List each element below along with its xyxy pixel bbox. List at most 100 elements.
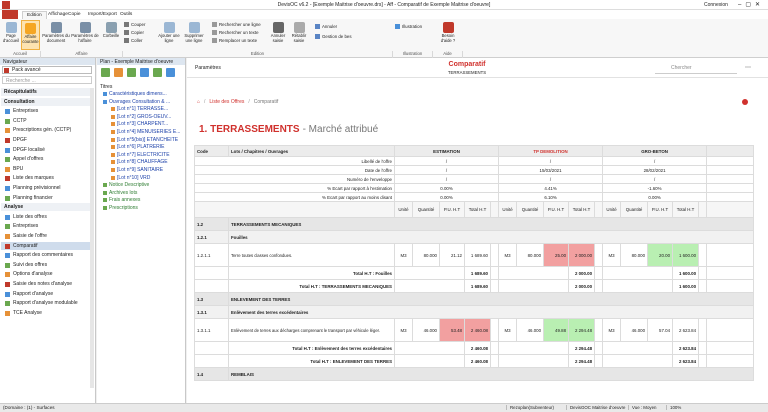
nav-section[interactable]: Récapitulatifs xyxy=(1,88,94,96)
nav-item[interactable]: Planning prévisionnel xyxy=(1,184,94,193)
tree-item[interactable]: [Lot n°5(bis)] ETANCHEITE xyxy=(111,137,178,143)
ribbon-tab[interactable]: Copie xyxy=(68,12,81,17)
nav-item[interactable]: BPU xyxy=(1,165,94,174)
window-controls[interactable]: –▢✕ xyxy=(738,2,765,8)
settings-button[interactable]: Paramètres xyxy=(195,65,221,71)
icon xyxy=(103,92,107,96)
cell: 1 600.00 xyxy=(672,266,700,280)
ribbon-button[interactable]: Coller xyxy=(124,37,142,44)
nav-item[interactable]: Rapport des commentaires xyxy=(1,251,94,260)
nav-item[interactable]: Rapport d'analyse xyxy=(1,290,94,299)
button-label: Coller xyxy=(131,38,143,43)
ribbon-tab[interactable]: Affichage xyxy=(48,12,68,17)
nav-item[interactable]: DPGF localisé xyxy=(1,146,94,155)
nav-item[interactable]: Options d'analyse xyxy=(1,270,94,279)
toolbar-icon[interactable] xyxy=(166,68,175,77)
tree-item[interactable]: [Lot n°4] MENUISERIES E... xyxy=(111,129,180,135)
ribbon-button[interactable]: Rétablir saisie xyxy=(289,20,309,50)
toolbar-icon[interactable] xyxy=(140,68,149,77)
nav-section[interactable]: Consultation xyxy=(1,97,94,106)
ribbon-button[interactable]: Corbeille xyxy=(101,20,121,50)
icon xyxy=(5,128,10,134)
icon xyxy=(395,24,400,29)
login[interactable]: Connexion xyxy=(704,2,728,8)
tree-item[interactable]: Archives lots xyxy=(103,190,137,196)
ribbon-button[interactable]: Couper xyxy=(124,21,145,28)
tree-item[interactable]: [Lot n°1] TERRASSE... xyxy=(111,106,168,112)
home-icon[interactable]: ⌂ xyxy=(197,99,201,105)
ribbon-tab[interactable]: Import/Export xyxy=(88,12,117,17)
nav-item[interactable]: CCTP xyxy=(1,117,94,126)
nav-item[interactable]: Appel d'offres xyxy=(1,155,94,164)
tree-item[interactable]: Ouvrages Consultation & ... xyxy=(103,99,170,105)
nav-item[interactable]: Entreprises xyxy=(1,107,94,116)
ribbon-button[interactable]: Annuler xyxy=(315,23,337,30)
toolbar-icon[interactable] xyxy=(127,68,136,77)
cell: P.U. H.T xyxy=(647,201,674,218)
ribbon-button[interactable]: Page d'accueil xyxy=(2,20,20,50)
ribbon-button[interactable]: Illustration xyxy=(395,23,422,30)
nav-item-label: Saisie de l'offre xyxy=(13,233,47,239)
cell: % Ecart par rapport à l'estimation xyxy=(194,183,395,193)
tree-item[interactable]: [Lot n°2] GROS-OEUV... xyxy=(111,114,171,120)
search-field[interactable]: Chercher xyxy=(655,62,737,74)
ribbon-button[interactable]: Annuler saisie xyxy=(268,20,288,50)
total-row: Total H.T : ENLEVEMENT DES TERRES 2 460.0… xyxy=(194,354,755,368)
nav-item[interactable]: Suivi des offres xyxy=(1,261,94,270)
nav-item[interactable]: Saisie de l'offre xyxy=(1,232,94,241)
search-box[interactable]: Recherche ... xyxy=(2,76,92,84)
ribbon-button[interactable]: Paramètres du document xyxy=(42,20,70,50)
nav-item[interactable]: Entreprises xyxy=(1,222,94,231)
ribbon-button[interactable]: Paramètres de l'affaire xyxy=(71,20,99,50)
tree-label: Notice Descriptive xyxy=(109,182,150,189)
tree-root[interactable]: Titres xyxy=(100,84,113,90)
nav-item-label: Rapport d'analyse modulable xyxy=(13,300,78,307)
ribbon-button[interactable]: Besoin d'aide ? xyxy=(436,20,460,50)
ribbon-tab[interactable]: Outils xyxy=(120,12,133,17)
cell: 0.00% xyxy=(393,192,500,202)
nav-item[interactable]: Rapport d'analyse modulable xyxy=(1,299,94,308)
nav-item-label: Saisie des notes d'analyse xyxy=(13,281,73,287)
total-row: Total H.T : TERRASSEMENTS MECANIQUES 1 68… xyxy=(194,279,755,293)
tree-item[interactable]: [Lot n°10] VRD xyxy=(111,175,150,181)
ribbon-button[interactable]: Affaire courante xyxy=(21,20,40,50)
nav-section[interactable]: Analyse xyxy=(1,203,94,212)
tree-item[interactable]: [Lot n°9] SANITAIRE xyxy=(111,167,163,173)
tree-item[interactable]: [Lot n°7] ELECTRICITE xyxy=(111,152,170,158)
tree-item[interactable]: Notice Descriptive xyxy=(103,182,149,188)
nav-item[interactable]: Prescriptions gén. (CCTP) xyxy=(1,126,94,135)
nav-item[interactable]: Liste des offres xyxy=(1,213,94,222)
nav-item[interactable]: Saisie des notes d'analyse xyxy=(1,280,94,289)
cell xyxy=(194,201,395,218)
tree-item[interactable]: [Lot n°8] CHAUFFAGE xyxy=(111,159,168,165)
ribbon-button[interactable]: Rechercher un texte xyxy=(212,29,259,36)
ribbon-button[interactable]: Copier xyxy=(124,29,144,36)
ribbon-button[interactable]: Supprimer une ligne xyxy=(181,20,207,50)
ribbon-button[interactable]: Rechercher une ligne xyxy=(212,21,261,28)
toolbar-icon[interactable] xyxy=(101,68,110,77)
nav-item[interactable]: Planning financier xyxy=(1,194,94,203)
cell: 4.41% xyxy=(498,183,604,193)
tree-item[interactable]: Caractéristiques dimens... xyxy=(103,91,167,97)
cell xyxy=(706,156,755,166)
nav-item[interactable]: DPGF xyxy=(1,136,94,145)
file-tab[interactable] xyxy=(2,10,18,19)
nav-item[interactable]: Comparatif xyxy=(1,241,94,251)
nav-item[interactable]: Liste des marques xyxy=(1,174,94,183)
tree-item[interactable]: [Lot n°3] CHARPENT... xyxy=(111,121,168,127)
tree-item[interactable]: [Lot n°6] PLATRERIE xyxy=(111,144,164,150)
tree-item[interactable]: Prescriptions xyxy=(103,205,138,211)
tree-item[interactable]: Frais annexes xyxy=(103,197,140,203)
menu-button[interactable]: ⋯ xyxy=(745,65,751,71)
toolbar-icon[interactable] xyxy=(153,68,162,77)
breadcrumb-item[interactable]: Liste des Offres xyxy=(209,99,245,105)
toolbar-icon[interactable] xyxy=(114,68,123,77)
ribbon-button[interactable]: Ajouter une ligne xyxy=(158,20,180,50)
pack-select[interactable]: Pack avancé xyxy=(2,66,92,74)
ribbon-button[interactable]: Gestion de bes xyxy=(315,33,352,40)
cell xyxy=(706,354,755,368)
ribbon-tab[interactable]: Edition xyxy=(22,11,47,19)
nav-item[interactable]: TCE Analyse xyxy=(1,309,94,318)
ribbon-button[interactable]: Remplacer un texte xyxy=(212,37,257,44)
